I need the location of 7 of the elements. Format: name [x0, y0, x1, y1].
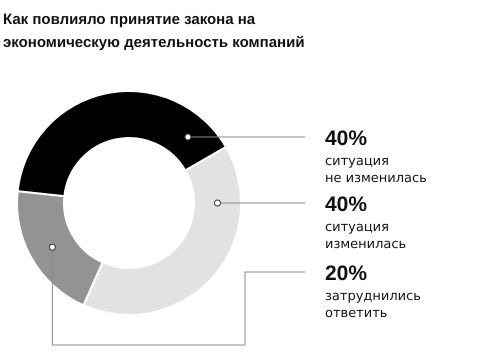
slice-label: ситуация изменилась [325, 220, 406, 252]
chart-title: Как повлияло принятие закона на экономическую деятельность компаний [3, 10, 306, 53]
data-label: 40% [325, 127, 368, 150]
slice-label: затруднились ответить [325, 289, 421, 321]
data-label: 20% [325, 262, 368, 285]
slice-label: ситуация не изменилась [325, 154, 427, 186]
data-label: 40% [325, 193, 368, 216]
